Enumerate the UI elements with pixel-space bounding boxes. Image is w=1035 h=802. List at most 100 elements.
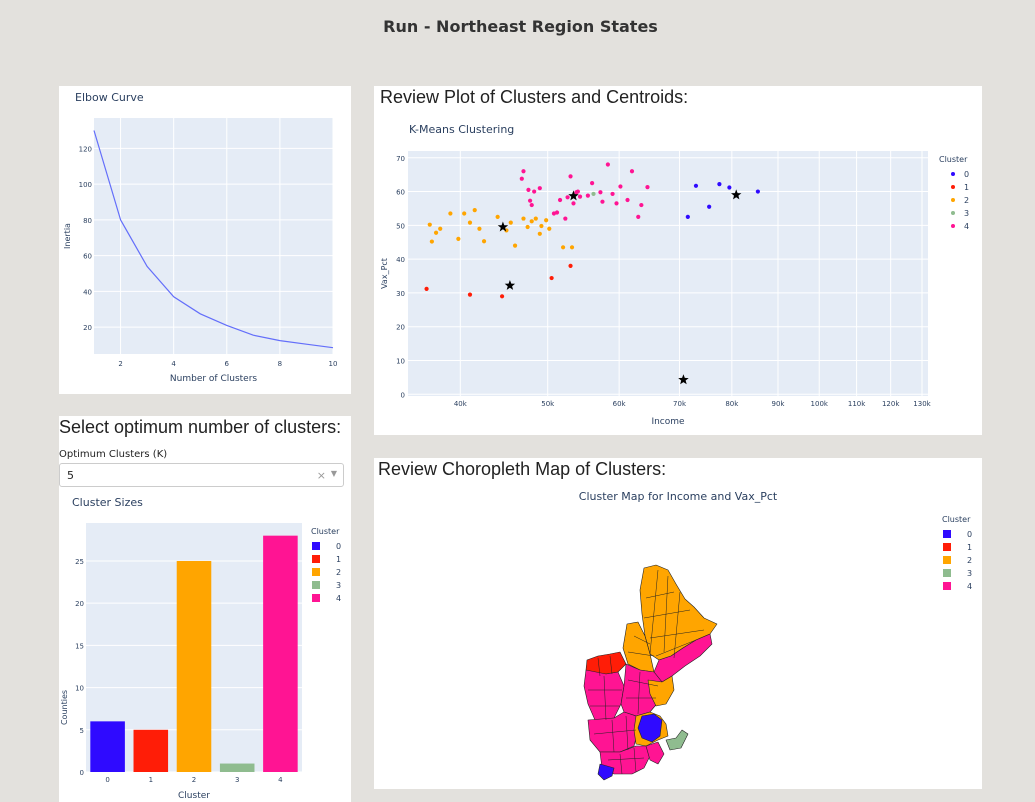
scatter-point-cluster-4 [645, 185, 650, 190]
bar-legend-label: 3 [336, 581, 341, 590]
scatter-y-tick-label: 10 [396, 358, 405, 366]
scatter-point-cluster-0 [727, 185, 732, 190]
scatter-y-tick-label: 20 [396, 324, 405, 332]
elbow-x-tick-label: 6 [225, 360, 230, 368]
scatter-point-cluster-2 [544, 218, 549, 223]
region-rhode-island [645, 741, 665, 765]
bar-y-tick-label: 0 [80, 769, 84, 777]
elbow-chart-title: Elbow Curve [75, 91, 144, 104]
elbow-y-tick-label: 40 [83, 288, 92, 296]
scatter-legend-swatch [951, 185, 955, 189]
region-fairfield [597, 763, 615, 781]
map-regions [583, 564, 718, 781]
scatter-point-cluster-2 [481, 239, 487, 244]
scatter-point-cluster-3 [591, 191, 596, 197]
elbow-chart[interactable]: Elbow Curve 2 4 6 8 10 20 40 60 80 100 120 Number of… [59, 86, 351, 394]
region-nh-seacoast [647, 675, 675, 707]
clusters-dropdown-value: 5 [67, 469, 74, 482]
elbow-series-line [93, 130, 334, 349]
bar-legend-label: 0 [336, 542, 341, 551]
centroid-star [678, 374, 689, 385]
scatter-point-cluster-2 [456, 236, 461, 241]
scatter-x-tick-label: 50k [541, 400, 555, 408]
county-border [611, 719, 615, 753]
scatter-point-cluster-4 [625, 197, 630, 203]
scatter-point-cluster-2 [560, 245, 566, 250]
scatter-point-cluster-4 [563, 216, 568, 221]
scatter-point-cluster-2 [448, 211, 453, 216]
bar-x-tick-label: 2 [192, 776, 196, 784]
region-cape-cod [665, 729, 689, 751]
bar-y-tick-label: 10 [75, 685, 84, 693]
county-border [593, 729, 637, 735]
bar-cluster-1 [133, 729, 169, 772]
scatter-legend-label: 4 [964, 222, 969, 231]
elbow-x-tick-label: 10 [329, 360, 338, 368]
scatter-point-cluster-4 [532, 189, 537, 194]
map-legend-label: 2 [967, 556, 972, 565]
scatter-point-cluster-4 [614, 201, 619, 206]
map-legend-label: 3 [967, 569, 972, 578]
county-border [649, 629, 705, 639]
scatter-point-cluster-0 [693, 183, 699, 188]
cluster-select-panel: Select optimum number of clusters: Optim… [59, 416, 351, 802]
scatter-point-cluster-2 [537, 231, 542, 236]
scatter-point-cluster-4 [529, 202, 534, 208]
bar-y-tick-label: 15 [75, 642, 84, 650]
elbow-y-axis-label: Inertia [63, 223, 72, 249]
county-border [627, 651, 655, 657]
scatter-legend-swatch [951, 224, 955, 228]
scatter-point-cluster-1 [499, 294, 505, 299]
bar-cluster-3 [219, 763, 255, 772]
scatter-x-tick-label: 100k [811, 400, 829, 408]
scatter-point-cluster-2 [539, 223, 544, 229]
county-border [655, 639, 697, 657]
bar-x-tick-label: 0 [105, 776, 109, 784]
scatter-x-axis-label: Income [651, 417, 685, 427]
scatter-point-cluster-2 [547, 226, 552, 231]
elbow-panel: Elbow Curve 2 4 6 8 10 20 40 60 80 100 120 Number of… [59, 86, 351, 394]
scatter-legend-swatch [951, 172, 955, 176]
scatter-y-tick-label: 60 [396, 189, 405, 197]
scatter-point-cluster-1 [467, 292, 473, 297]
scatter-point-cluster-2 [521, 216, 526, 221]
centroid-star [568, 190, 579, 201]
bar-x-axis-label: Cluster [178, 791, 210, 801]
county-border [619, 753, 623, 775]
bar-legend-swatch [312, 542, 320, 550]
choropleth-map[interactable]: Cluster Map for Income and Vax_Pct Cluste… [374, 458, 982, 789]
scatter-y-tick-label: 40 [396, 256, 405, 264]
elbow-x-tick-label: 4 [171, 360, 176, 368]
scatter-legend-swatch [951, 211, 955, 215]
map-legend-label: 4 [967, 582, 972, 591]
bar-legend-title: Cluster [311, 527, 340, 536]
bar-y-axis-label: Counties [60, 690, 69, 725]
scatter-point-cluster-2 [495, 214, 500, 219]
centroid-star [504, 280, 516, 290]
map-legend-swatch [943, 530, 951, 538]
scatter-point-cluster-4 [610, 191, 615, 197]
elbow-x-axis-label: Number of Clusters [170, 374, 257, 384]
map-legend-swatch [943, 556, 951, 564]
clear-icon[interactable]: × [316, 469, 326, 482]
scatter-point-cluster-2 [569, 245, 575, 250]
scatter-x-tick-label: 80k [725, 400, 739, 408]
county-border [633, 635, 651, 645]
scatter-legend-label: 0 [964, 170, 969, 179]
map-legend-label: 1 [967, 543, 972, 552]
county-border [637, 671, 641, 715]
scatter-point-cluster-4 [519, 176, 524, 181]
chevron-down-icon[interactable]: ▼ [330, 469, 337, 478]
clusters-dropdown[interactable]: 5 × ▼ [59, 463, 344, 487]
scatter-chart[interactable]: K-Means Clustering 40k 50k 60k 70k 80k 90k 100k… [374, 86, 982, 435]
bar-x-tick-label: 3 [235, 776, 239, 784]
scatter-x-tick-label: 120k [882, 400, 900, 408]
scatter-y-tick-label: 70 [396, 155, 405, 163]
scatter-point-cluster-2 [472, 208, 477, 213]
map-chart-title: Cluster Map for Income and Vax_Pct [579, 490, 778, 503]
scatter-point-cluster-4 [527, 198, 533, 203]
map-section-header: Review Choropleth Map of Clusters: [378, 459, 667, 479]
county-border [607, 757, 645, 761]
map-legend-swatch [943, 569, 951, 577]
